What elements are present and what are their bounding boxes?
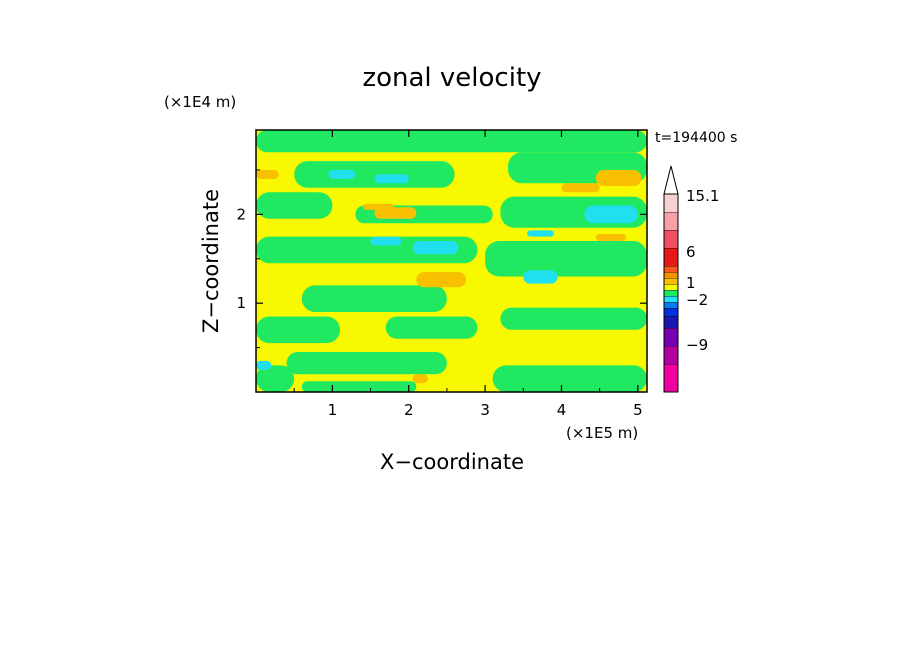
- time-label: t=194400 s: [655, 130, 737, 146]
- colorbar-segment: [664, 278, 678, 284]
- contour-region-cyan-29: [412, 241, 459, 255]
- contour-region-green-9: [256, 316, 340, 344]
- contour-region-green-3: [256, 192, 333, 219]
- x-tick-label: 1: [328, 401, 338, 419]
- x-axis-unit: (×1E5 m): [566, 424, 638, 442]
- colorbar-segment: [664, 290, 678, 296]
- contour-region-green-14: [256, 365, 295, 392]
- contour-region-cyan-28: [370, 236, 402, 246]
- contour-region-orange-21: [595, 233, 627, 241]
- contour-region-orange-22: [416, 272, 466, 288]
- contour-region-orange-20: [374, 207, 417, 219]
- colorbar-segment: [664, 296, 678, 302]
- colorbar-label: −2: [686, 291, 708, 309]
- contour-region-green-1: [294, 161, 455, 188]
- plot-frame: [255, 129, 648, 393]
- colorbar-extend-arrow: [663, 165, 679, 195]
- colorbar-segment: [664, 230, 678, 248]
- colorbar-segment: [664, 328, 678, 346]
- colorbar-label: 1: [686, 274, 696, 292]
- x-tick-label: 3: [480, 401, 490, 419]
- contour-region-cyan-30: [523, 270, 558, 284]
- x-axis-ticks: 1 2 3 4 5: [293, 130, 643, 419]
- y-tick-label: 1: [236, 294, 246, 312]
- contour-region-orange-23: [412, 374, 428, 384]
- contour-region-green-10: [385, 316, 478, 339]
- contour-region-green-0: [256, 130, 647, 153]
- contour-region-green-7: [485, 241, 647, 277]
- colorbar-segment: [664, 364, 678, 392]
- contour-region-green-12: [286, 352, 447, 375]
- colorbar-segment: [664, 346, 678, 364]
- colorbar: [663, 165, 679, 393]
- colorbar-segment: [664, 302, 678, 308]
- colorbar-label: −9: [686, 336, 708, 354]
- y-tick-label: 2: [236, 205, 246, 223]
- colorbar-segment: [664, 266, 678, 272]
- contour-region-orange-16: [256, 170, 279, 179]
- contour-region-green-13: [492, 365, 647, 392]
- x-tick-label: 2: [404, 401, 414, 419]
- x-tick-label: 4: [557, 401, 567, 419]
- contour-region-cyan-24: [328, 170, 356, 179]
- contour-regions: [256, 130, 647, 392]
- contour-region-cyan-31: [256, 360, 272, 370]
- y-axis-ticks: 12: [236, 169, 647, 349]
- colorbar-segment: [664, 248, 678, 266]
- contour-region-orange-17: [595, 170, 642, 186]
- colorbar-segment: [664, 308, 678, 316]
- y-axis-label: Z−coordinate: [199, 189, 223, 333]
- colorbar-segment: [664, 316, 678, 328]
- colorbar-labels: 15.1 6 1−2 −9: [686, 187, 719, 354]
- y-axis-unit: (×1E4 m): [164, 93, 236, 111]
- x-axis-label: X−coordinate: [380, 450, 524, 474]
- colorbar-segment: [664, 284, 678, 290]
- contour-region-green-15: [301, 381, 417, 392]
- colorbar-label: 6: [686, 243, 696, 261]
- chart-title: zonal velocity: [362, 63, 541, 93]
- contour-region-cyan-25: [374, 174, 409, 184]
- x-tick-label: 5: [633, 401, 643, 419]
- colorbar-segment: [664, 272, 678, 278]
- colorbar-segment: [664, 212, 678, 230]
- contour-region-cyan-26: [584, 205, 638, 224]
- contour-region-orange-18: [561, 183, 600, 193]
- contour-region-cyan-27: [527, 230, 554, 237]
- colorbar-label: 15.1: [686, 187, 719, 205]
- contour-region-green-11: [500, 307, 647, 330]
- colorbar-segment: [664, 194, 678, 212]
- contour-region-green-8: [301, 285, 447, 312]
